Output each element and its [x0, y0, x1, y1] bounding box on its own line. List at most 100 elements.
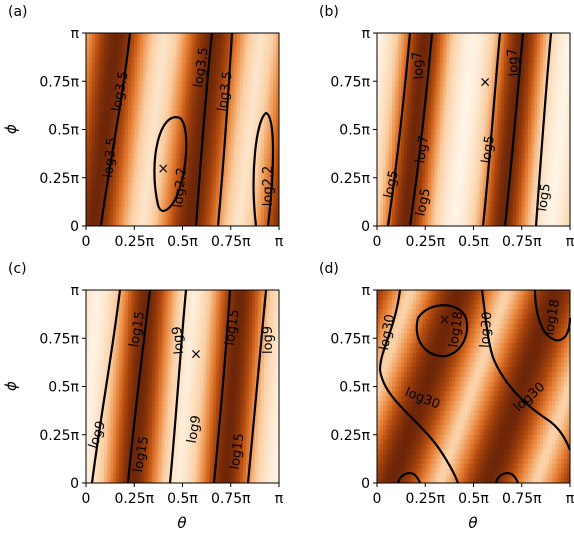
heatmap-cell [86, 172, 90, 179]
heatmap-cell [239, 66, 244, 73]
heatmap-cell [203, 139, 208, 145]
heatmap-cell [203, 71, 208, 78]
heatmap-cell [224, 33, 229, 39]
heatmap-cell [98, 206, 102, 213]
heatmap-cell [176, 86, 181, 92]
heatmap-cell [203, 168, 208, 174]
heatmap-cell [470, 37, 475, 44]
heatmap-cell [170, 57, 175, 63]
heatmap-cell [461, 197, 466, 203]
heatmap-cell [506, 33, 511, 39]
heatmap-cell [122, 52, 126, 58]
heatmap-cell [395, 66, 399, 73]
heatmap-cell [428, 139, 432, 145]
heatmap-cell [167, 119, 172, 126]
heatmap-cell [116, 129, 120, 135]
heatmap-cell [236, 76, 241, 82]
heatmap-cell [245, 192, 250, 198]
heatmap-cell [200, 153, 205, 160]
heatmap-cell [98, 81, 102, 87]
heatmap-cell [446, 115, 450, 121]
heatmap-cell [191, 52, 196, 58]
heatmap-cell [218, 86, 223, 92]
heatmap-cell [506, 76, 511, 82]
heatmap-cell [437, 115, 441, 121]
heatmap-cell [155, 90, 159, 97]
heatmap-cell [251, 110, 256, 116]
panel-a: (a) log3.5 log3.5 log3.5 log3.5 log2.2 l… [2, 4, 284, 250]
heatmap-cell [428, 192, 432, 198]
heatmap-cell [122, 47, 126, 53]
heatmap-cell [515, 115, 520, 121]
heatmap-cell [140, 192, 144, 198]
heatmap-cell [194, 129, 199, 135]
heatmap-cell [485, 206, 490, 213]
heatmap-cell [392, 119, 396, 126]
heatmap-cell [452, 197, 457, 203]
heatmap-cell [134, 206, 138, 213]
heatmap-cell [527, 124, 532, 131]
heatmap-cell [533, 163, 538, 169]
heatmap-cell [437, 158, 441, 164]
heatmap-cell [452, 139, 457, 145]
heatmap-cell [515, 172, 520, 179]
heatmap-cell [491, 182, 496, 188]
heatmap-cell [506, 95, 511, 102]
heatmap-cell [266, 105, 271, 111]
heatmap-cell [413, 81, 417, 87]
heatmap-cell [488, 42, 493, 49]
heatmap-cell [521, 168, 526, 174]
heatmap-cell [224, 61, 229, 68]
heatmap-cell [479, 37, 484, 44]
heatmap-cell [533, 168, 538, 174]
heatmap-cell [155, 119, 159, 126]
heatmap-cell [182, 182, 187, 188]
heatmap-cell [557, 37, 562, 44]
heatmap-cell [422, 163, 426, 169]
heatmap-cell [413, 90, 417, 97]
heatmap-cell [92, 172, 96, 179]
heatmap-cell [197, 71, 202, 78]
heatmap-cell [242, 81, 247, 87]
heatmap-cell [248, 197, 253, 203]
heatmap-cell [470, 105, 475, 111]
heatmap-cell [515, 158, 520, 164]
heatmap-cell [272, 33, 277, 39]
heatmap-cell [500, 37, 505, 44]
heatmap-cell [377, 42, 381, 49]
heatmap-cell [245, 148, 250, 155]
heatmap-cell [554, 192, 559, 198]
heatmap-cell [242, 129, 247, 135]
heatmap-cell [104, 139, 108, 145]
heatmap-cell [173, 143, 178, 150]
heatmap-cell [515, 192, 520, 198]
heatmap-cell [149, 86, 153, 92]
heatmap-cell [260, 81, 265, 87]
heatmap-cell [224, 57, 229, 63]
heatmap-cell [248, 42, 253, 49]
heatmap-cell [407, 206, 411, 213]
heatmap-cell [263, 182, 268, 188]
heatmap-cell [263, 124, 268, 131]
heatmap-cell [260, 153, 265, 160]
heatmap-cell [530, 52, 535, 58]
heatmap-cell [488, 37, 493, 44]
heatmap-cell [167, 105, 172, 111]
heatmap-cell [101, 115, 105, 121]
heatmap-cell [503, 57, 508, 63]
heatmap-cell [515, 57, 520, 63]
heatmap-cell [413, 76, 417, 82]
heatmap-cell [401, 172, 405, 179]
heatmap-cell [563, 95, 568, 102]
heatmap-cell [524, 139, 529, 145]
heatmap-cell [524, 177, 529, 184]
heatmap-cell [548, 143, 553, 150]
heatmap-cell [254, 172, 259, 179]
heatmap-cell [461, 139, 466, 145]
heatmap-cell [224, 221, 229, 226]
heatmap-cell [149, 153, 153, 160]
heatmap-cell [488, 158, 493, 164]
heatmap-cell [536, 100, 541, 106]
heatmap-cell [443, 148, 447, 155]
heatmap-cell [563, 168, 568, 174]
